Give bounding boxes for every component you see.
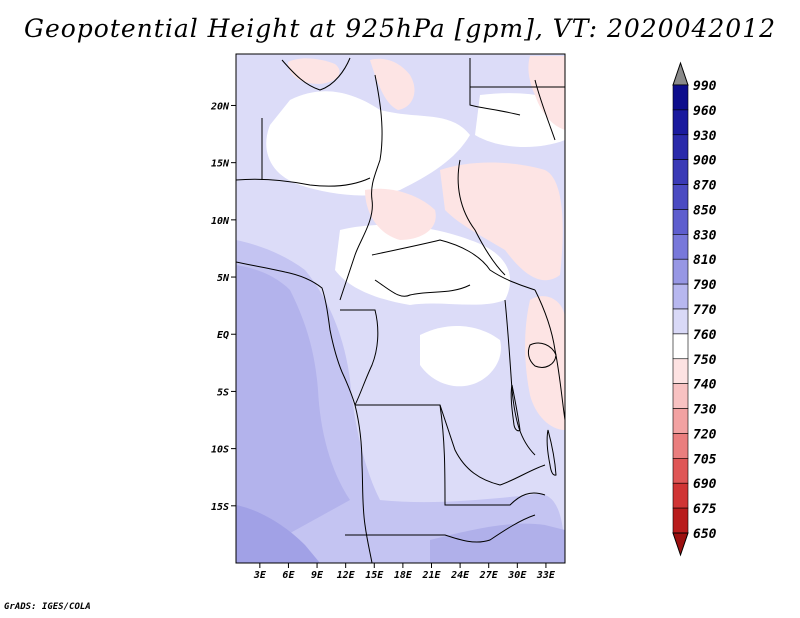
colorbar-swatch	[672, 433, 689, 459]
colorbar-swatch	[672, 458, 689, 484]
colorbar-swatch	[672, 234, 689, 260]
colorbar-swatch	[672, 333, 689, 360]
colorbar-bottom-arrow	[672, 532, 689, 557]
border-16	[534, 289, 565, 421]
field-750-760-eastafrica	[525, 296, 565, 430]
colorbar-label: 750	[693, 353, 717, 368]
lat-tick-label: 5N	[217, 273, 230, 284]
lon-tick-label: 15E	[365, 570, 384, 581]
field-750-760-north2	[370, 58, 415, 110]
border-1	[236, 177, 371, 187]
lat-tick-label: 10N	[211, 216, 230, 227]
lake-malawi	[546, 429, 557, 476]
border-9	[371, 239, 536, 291]
lake-victoria	[527, 342, 557, 368]
lake-tanganyika	[510, 384, 521, 432]
lon-tick-label: 6E	[282, 570, 295, 581]
border-12	[355, 404, 546, 486]
colorbar-swatch	[672, 408, 689, 434]
colorbar-label: 900	[693, 154, 717, 169]
colorbar-label: 730	[693, 403, 717, 418]
colorbar-label: 720	[693, 427, 717, 442]
field-750-760-north	[288, 58, 340, 84]
lat-tick-label: 5S	[217, 387, 229, 398]
lat-tick-label: 20N	[210, 101, 230, 112]
colorbar-swatch	[672, 383, 689, 409]
colorbar-label: 650	[693, 527, 717, 542]
height-field	[236, 54, 565, 563]
lon-tick-label: 12E	[337, 570, 356, 581]
colorbar-label: 675	[693, 502, 717, 517]
border-13	[439, 404, 546, 506]
field-750-760-northeast	[528, 56, 565, 130]
colorbar-top-arrow	[672, 61, 689, 86]
colorbar-swatch	[672, 209, 689, 235]
field-750-760-west	[365, 188, 436, 240]
field-830-850-se	[430, 523, 565, 563]
border-10	[374, 279, 471, 297]
colorbar-swatch	[672, 482, 689, 509]
map-title: Geopotential Height at 925hPa [gpm], VT:…	[23, 14, 777, 43]
lon-tick-label: 21E	[421, 570, 441, 581]
colorbar-swatch	[672, 134, 689, 160]
colorbar-swatch	[672, 258, 689, 285]
border-5	[339, 199, 373, 301]
lat-tick-label: 10S	[211, 445, 229, 456]
colorbar-label: 960	[693, 104, 717, 119]
colorbar-label: 740	[693, 378, 717, 393]
colorbar-swatch	[672, 159, 689, 185]
field-750-760-sudan	[440, 162, 563, 281]
colorbar-label: 705	[693, 452, 717, 467]
field-760-770-congo	[420, 325, 501, 387]
colorbar-label: 870	[693, 179, 717, 194]
map-frame	[235, 53, 566, 564]
colorbar-swatch	[672, 358, 689, 384]
coastline-west	[236, 261, 373, 563]
colorbar-swatch	[672, 84, 689, 111]
colorbar-swatch	[672, 109, 689, 136]
field-830-850-sw	[236, 505, 320, 563]
lat-tick-label: EQ	[217, 330, 229, 341]
colorbar-label: 690	[693, 477, 717, 492]
border-3	[281, 57, 351, 91]
field-760-770-central	[335, 224, 511, 305]
latitude-axis: 20N 15N 10N 5N EQ 5S 10S 15S	[210, 101, 236, 513]
lon-tick-label: 9E	[311, 570, 324, 581]
colorbar-label: 770	[693, 303, 717, 318]
colorbar: 990 960 930 900 870 850 830 810 790 770 760 750 740 7…	[672, 61, 717, 557]
lat-tick-label: 15N	[211, 159, 230, 170]
border-6	[469, 58, 521, 116]
border-17	[534, 79, 556, 141]
border-4	[371, 74, 383, 201]
colorbar-swatch	[672, 283, 689, 310]
field-760-770-north	[266, 91, 470, 196]
colorbar-swatch	[672, 507, 689, 534]
colorbar-label: 810	[693, 253, 717, 268]
colorbar-label: 850	[693, 203, 717, 218]
field-810-830-ocean	[236, 265, 350, 563]
colorbar-label: 790	[693, 278, 717, 293]
lon-tick-label: 24E	[450, 570, 470, 581]
boundaries	[236, 57, 565, 563]
border-15	[504, 299, 536, 456]
colorbar-label: 760	[693, 328, 717, 343]
colorbar-label: 830	[693, 228, 717, 243]
lon-tick-label: 27E	[479, 570, 499, 581]
grads-credit: GrADS: IGES/COLA	[4, 602, 91, 612]
border-14	[345, 514, 536, 543]
colorbar-swatch	[672, 184, 689, 210]
colorbar-label: 990	[693, 79, 717, 94]
colorbar-label: 930	[693, 129, 717, 144]
lon-tick-label: 3E	[253, 570, 267, 581]
border-11	[340, 309, 379, 406]
lat-tick-label: 15S	[211, 502, 229, 513]
colorbar-swatch	[672, 308, 689, 335]
lon-tick-label: 18E	[394, 570, 413, 581]
border-8	[457, 159, 506, 276]
longitude-axis: 3E 6E 9E 12E 15E 18E 21E 24E 27E 30E 33E	[253, 563, 556, 581]
lon-tick-label: 30E	[507, 570, 527, 581]
lon-tick-label: 33E	[536, 570, 556, 581]
